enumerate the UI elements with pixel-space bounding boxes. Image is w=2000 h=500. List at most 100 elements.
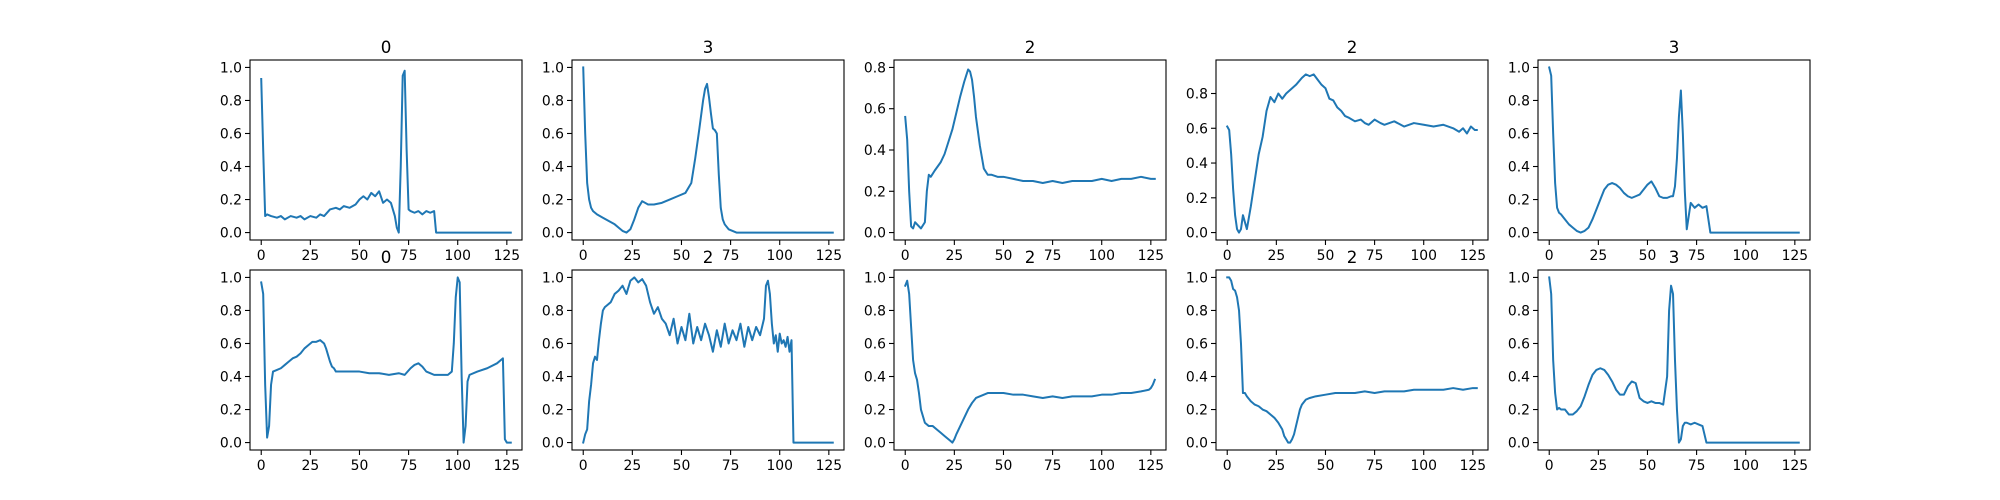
x-tick-label: 25 [946, 248, 964, 264]
subplot-title: 3 [1669, 247, 1680, 267]
axes-frame [1537, 59, 1811, 241]
y-tick-label: 0.2 [1508, 403, 1530, 419]
series-line-0 [582, 276, 834, 444]
y-tick-label: 0.4 [1508, 160, 1530, 176]
x-tick-label: 25 [1590, 458, 1608, 474]
y-tick-label: 0.4 [220, 370, 242, 386]
x-tick-label: 100 [1088, 458, 1115, 474]
y-tick-label: 0.8 [1186, 303, 1208, 319]
axes-frame [1215, 269, 1489, 451]
x-tick-label: 0 [257, 248, 266, 264]
x-tick-label: 50 [995, 458, 1013, 474]
y-tick-label: 1.0 [220, 270, 242, 286]
x-tick-label: 125 [1138, 458, 1165, 474]
y-tick-label: 0.4 [864, 143, 886, 159]
x-tick-label: 25 [624, 458, 642, 474]
x-tick-label: 50 [1639, 248, 1657, 264]
series-line-0 [903, 279, 1157, 444]
y-tick-label: 0.4 [864, 370, 886, 386]
x-tick-label: 0 [901, 458, 910, 474]
subplot-title: 3 [703, 37, 714, 57]
x-tick-label: 75 [400, 248, 418, 264]
x-tick-label: 25 [624, 248, 642, 264]
subplot-title: 3 [1669, 37, 1680, 57]
subplot-2: 0 25 50 75 100 125 0.0 0.2 0.4 0.6 0.8 2 [864, 37, 1167, 264]
y-tick-label: 0.8 [220, 93, 242, 109]
x-tick-label: 100 [1732, 458, 1759, 474]
y-tick-label: 0.2 [220, 403, 242, 419]
x-tick-label: 25 [302, 458, 320, 474]
y-tick-label: 0.8 [542, 93, 564, 109]
y-tick-label: 0.0 [1186, 226, 1208, 242]
subplot-1: 0 25 50 75 100 125 0.0 0.2 0.4 0.6 0.8 1.0 3 [542, 37, 845, 264]
x-tick-label: 125 [1460, 458, 1487, 474]
x-tick-label: 75 [1366, 458, 1384, 474]
y-tick-label: 0.8 [1508, 303, 1530, 319]
axes-frame [893, 59, 1167, 241]
x-tick-label: 125 [1782, 458, 1809, 474]
series-line-0 [1548, 66, 1800, 234]
x-tick-label: 50 [673, 458, 691, 474]
subplot-6: 0 25 50 75 100 125 0.0 0.2 0.4 0.6 0.8 1.0 2 [542, 247, 845, 474]
subplot-9: 0 25 50 75 100 125 0.0 0.2 0.4 0.6 0.8 1.0 3 [1508, 247, 1811, 474]
y-tick-label: 0.4 [542, 370, 564, 386]
axes-frame [249, 269, 523, 451]
subplot-title: 2 [1347, 37, 1358, 57]
y-tick-label: 0.2 [1508, 193, 1530, 209]
y-tick-label: 0.2 [542, 403, 564, 419]
y-tick-label: 0.0 [542, 436, 564, 452]
y-tick-label: 1.0 [220, 60, 242, 76]
x-tick-label: 75 [1044, 458, 1062, 474]
x-tick-label: 75 [1688, 248, 1706, 264]
x-tick-label: 100 [1410, 248, 1437, 264]
y-tick-label: 0.6 [542, 336, 564, 352]
axes-frame [249, 59, 523, 241]
y-tick-label: 0.6 [220, 126, 242, 142]
x-tick-label: 50 [351, 248, 369, 264]
x-tick-label: 75 [1688, 458, 1706, 474]
x-tick-label: 50 [351, 458, 369, 474]
y-tick-label: 0.8 [542, 303, 564, 319]
y-tick-label: 0.8 [220, 303, 242, 319]
series-line-0 [1226, 276, 1478, 444]
x-tick-label: 75 [722, 458, 740, 474]
y-tick-label: 1.0 [1186, 270, 1208, 286]
y-tick-label: 0.0 [220, 436, 242, 452]
y-tick-label: 0.2 [864, 184, 886, 200]
y-tick-label: 0.0 [864, 226, 886, 242]
y-tick-label: 0.0 [542, 226, 564, 242]
subplot-title: 2 [1025, 37, 1036, 57]
x-tick-label: 100 [766, 248, 793, 264]
x-tick-label: 75 [722, 248, 740, 264]
x-tick-label: 100 [1088, 248, 1115, 264]
subplot-3: 0 25 50 75 100 125 0.0 0.2 0.4 0.6 0.8 2 [1186, 37, 1489, 264]
series-line-0 [1548, 276, 1800, 444]
subplot-title: 2 [1347, 247, 1358, 267]
y-tick-label: 1.0 [542, 270, 564, 286]
x-tick-label: 0 [1545, 458, 1554, 474]
x-tick-label: 0 [1223, 248, 1232, 264]
y-tick-label: 1.0 [864, 270, 886, 286]
y-tick-label: 1.0 [542, 60, 564, 76]
x-tick-label: 0 [257, 458, 266, 474]
subplot-8: 0 25 50 75 100 125 0.0 0.2 0.4 0.6 0.8 1.0 2 [1186, 247, 1489, 474]
y-tick-label: 0.8 [864, 303, 886, 319]
x-tick-label: 125 [816, 458, 843, 474]
series-line-0 [260, 276, 512, 444]
x-tick-label: 0 [579, 248, 588, 264]
x-tick-label: 125 [1138, 248, 1165, 264]
series-line-0 [1225, 73, 1478, 234]
series-line-0 [904, 68, 1156, 230]
y-tick-label: 0.2 [1186, 403, 1208, 419]
y-tick-label: 0.0 [1186, 436, 1208, 452]
y-tick-label: 0.4 [1186, 156, 1208, 172]
x-tick-label: 0 [579, 458, 588, 474]
x-tick-label: 25 [302, 248, 320, 264]
x-tick-label: 0 [1545, 248, 1554, 264]
x-tick-label: 100 [1732, 248, 1759, 264]
x-tick-label: 75 [1044, 248, 1062, 264]
x-tick-label: 25 [1268, 248, 1286, 264]
x-tick-label: 100 [1410, 458, 1437, 474]
x-tick-label: 75 [400, 458, 418, 474]
x-tick-label: 125 [494, 248, 521, 264]
